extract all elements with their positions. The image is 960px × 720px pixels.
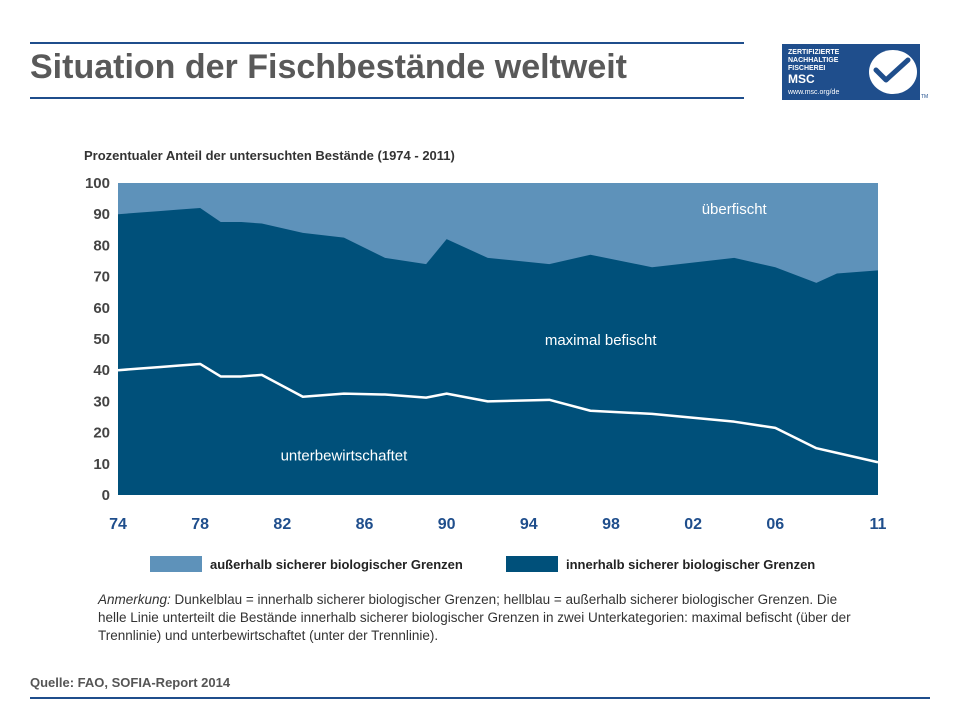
area-annotation: überfischt — [702, 201, 768, 218]
y-tick-label: 30 — [93, 393, 110, 410]
x-tick-label: 02 — [684, 516, 702, 533]
legend-swatch-outside — [150, 556, 202, 572]
x-tick-label: 86 — [356, 516, 374, 533]
svg-text:NACHHALTIGE: NACHHALTIGE — [788, 57, 839, 64]
y-tick-label: 20 — [93, 425, 110, 442]
area-inside-safe-limits — [118, 207, 878, 495]
y-tick-label: 50 — [93, 331, 110, 348]
x-tick-label: 06 — [766, 516, 784, 533]
legend-label-inside: innerhalb sicherer biologischer Grenzen — [566, 557, 816, 572]
y-tick-label: 40 — [93, 362, 110, 379]
area-annotation: maximal befischt — [545, 332, 658, 349]
svg-text:MSC: MSC — [788, 72, 815, 86]
y-tick-label: 60 — [93, 300, 110, 317]
x-tick-label: 11 — [870, 516, 887, 533]
y-tick-label: 100 — [85, 175, 110, 192]
note-label: Anmerkung: — [98, 592, 171, 607]
chart-note: Anmerkung: Dunkelblau = innerhalb sicher… — [98, 591, 858, 645]
chart-title: Prozentualer Anteil der untersuchten Bes… — [84, 148, 455, 163]
note-text: Dunkelblau = innerhalb sicherer biologis… — [98, 592, 851, 643]
slide-title: Situation der Fischbestände weltweit — [30, 48, 627, 86]
y-tick-label: 70 — [93, 269, 110, 286]
stock-area-chart: 0 10 20 30 40 50 60 70 80 90 100 74 78 82 86 90 94 98 02 0… — [85, 175, 887, 533]
top-rule — [30, 42, 744, 44]
x-tick-label: 78 — [191, 516, 209, 533]
title-underline — [30, 97, 744, 99]
msc-logo: ZERTIFIZIERTE NACHHALTIGE FISCHEREI MSC … — [782, 44, 930, 100]
y-tick-label: 0 — [102, 487, 110, 504]
source-citation: Quelle: FAO, SOFIA-Report 2014 — [30, 675, 231, 690]
x-tick-label: 74 — [109, 516, 127, 533]
x-tick-label: 90 — [438, 516, 456, 533]
y-tick-label: 10 — [93, 456, 110, 473]
footer-rule — [30, 697, 930, 699]
legend-label-outside: außerhalb sicherer biologischer Grenzen — [210, 557, 463, 572]
divider-line-underexploited — [117, 362, 879, 464]
x-tick-label: 94 — [520, 516, 538, 533]
svg-text:www.msc.org/de: www.msc.org/de — [787, 89, 839, 96]
area-annotation: unterbewirtschaftet — [281, 448, 409, 465]
x-tick-label: 98 — [602, 516, 620, 533]
y-tick-label: 80 — [93, 237, 110, 254]
svg-text:ZERTIFIZIERTE: ZERTIFIZIERTE — [788, 49, 840, 56]
x-tick-label: 82 — [273, 516, 291, 533]
legend-swatch-inside — [506, 556, 558, 572]
y-tick-label: 90 — [93, 206, 110, 223]
svg-text:TM: TM — [921, 94, 928, 100]
svg-text:FISCHEREI: FISCHEREI — [788, 65, 825, 72]
